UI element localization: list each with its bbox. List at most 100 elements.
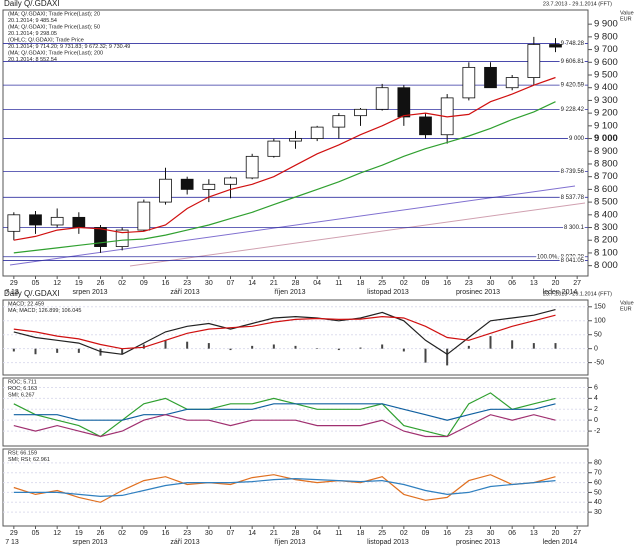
x-tick-label: 16: [162, 530, 170, 537]
month-label: listopad 2013: [367, 289, 409, 296]
panel-title: Daily Q/.GDAXI: [4, 0, 60, 8]
x-tick-label: 12: [53, 280, 61, 287]
x-tick-label: 02: [118, 280, 126, 287]
x-tick-label: 02: [400, 530, 408, 537]
axis-unit: Value: [620, 300, 634, 306]
histogram-bar: [337, 348, 340, 351]
legend-entry: 20.1.2014; 8 552.54: [8, 57, 57, 63]
y-tick-label: 8 900: [594, 146, 618, 157]
level-label: 9 606.81: [561, 59, 585, 65]
legend-entry: SMI; RSI; 62.961: [8, 457, 50, 463]
month-label: říjen 2013: [274, 289, 305, 296]
candle-body: [180, 178, 194, 190]
y-tick-label: 8 800: [594, 158, 618, 169]
histogram-bar: [56, 348, 59, 353]
candle-body: [375, 87, 389, 110]
candle-body: [224, 177, 237, 185]
candle-body: [29, 214, 42, 226]
x-tick-label: 06: [508, 530, 516, 537]
histogram-bar: [77, 348, 80, 353]
y-tick-label: 9 700: [594, 44, 618, 55]
y-tick-label: 30: [594, 509, 602, 516]
x-tick-label: 07: [227, 280, 235, 287]
x-tick-label: 18: [357, 530, 365, 537]
x-tick-label: 25: [378, 530, 386, 537]
histogram-bar: [121, 348, 124, 355]
candle-body: [354, 108, 367, 117]
x-tick-label: 20: [552, 280, 560, 287]
level-label: 9 420.59: [561, 83, 585, 89]
y-tick-label: -2: [594, 428, 600, 435]
y-tick-label: 0: [594, 417, 598, 424]
roc-panel: [2, 377, 589, 447]
axis-currency: EUR: [620, 306, 632, 312]
histogram-bar: [34, 348, 37, 355]
x-tick-label: 30: [205, 280, 213, 287]
y-tick-label: 8 000: [594, 260, 618, 271]
level-label: 9 228.42: [561, 107, 585, 113]
y-tick-label: 9 900: [594, 19, 618, 30]
histogram-bar: [554, 343, 557, 349]
x-tick-label: 23: [465, 280, 473, 287]
histogram-bar: [446, 348, 449, 366]
x-tick-label: 30: [205, 530, 213, 537]
y-tick-label: 9 100: [594, 120, 618, 131]
histogram-bar: [142, 344, 145, 349]
month-label: 7 13: [5, 289, 19, 296]
month-label: 7 13: [5, 539, 19, 546]
legend-entry: (MA; Q/.GDAXI; Trade Price(Last); 200: [8, 50, 103, 56]
month-label: říjen 2013: [274, 539, 305, 546]
histogram-bar: [424, 348, 427, 363]
x-tick-label: 21: [270, 280, 278, 287]
level-label: 100.0%, 8 070.28: [537, 254, 585, 260]
x-tick-label: 12: [53, 530, 61, 537]
series-line: [13, 414, 556, 438]
x-tick-label: 23: [183, 530, 191, 537]
y-tick-label: 80: [594, 460, 602, 467]
legend-entry: MACD; 22.459: [8, 301, 44, 307]
legend-entry: ROC; 5.711: [8, 379, 37, 385]
candle-body: [159, 178, 172, 203]
x-tick-label: 09: [140, 530, 148, 537]
series-line: [13, 314, 556, 350]
candle-body: [289, 138, 302, 142]
x-tick-label: 20: [552, 530, 560, 537]
x-tick-label: 11: [335, 280, 342, 287]
y-tick-label: 8 500: [594, 197, 618, 208]
candle-body: [115, 229, 129, 247]
y-tick-label: 9 400: [594, 82, 618, 93]
legend-entry: RSI; 66.159: [8, 450, 37, 456]
x-tick-label: 02: [118, 530, 126, 537]
histogram-bar: [186, 341, 189, 349]
x-tick-label: 16: [443, 280, 451, 287]
x-tick-label: 18: [357, 280, 365, 287]
x-tick-label: 02: [400, 280, 408, 287]
histogram-bar: [467, 345, 470, 349]
y-tick-label: 9 500: [594, 70, 618, 81]
candle-body: [245, 155, 259, 179]
y-tick-label: 8 100: [594, 247, 618, 258]
y-tick-label: 8 400: [594, 209, 618, 220]
histogram-bar: [229, 348, 232, 351]
x-tick-label: 29: [10, 530, 18, 537]
legend-entry: 20.1.2014; 9 714.20; 9 731.83; 9 672.32;…: [8, 44, 130, 50]
x-tick-label: 09: [422, 530, 430, 537]
y-tick-label: 40: [594, 499, 602, 506]
histogram-bar: [381, 344, 384, 349]
candle-body: [397, 87, 411, 118]
x-tick-label: 29: [10, 280, 18, 287]
candle-body: [310, 126, 324, 139]
x-tick-label: 21: [270, 530, 278, 537]
month-label: leden 2014: [543, 539, 578, 546]
y-tick-label: 0: [594, 346, 598, 353]
x-tick-label: 13: [530, 280, 538, 287]
x-tick-label: 11: [335, 530, 342, 537]
x-tick-label: 25: [378, 280, 386, 287]
date-range: 23.7.2013 - 29.1.2014 (FFT): [543, 1, 612, 7]
candle-body: [505, 77, 519, 89]
legend-entry: 20.1.2014; 9 485.54: [8, 18, 57, 24]
legend-entry: (MA; Q/.GDAXI; Trade Price(Last); 50: [8, 24, 100, 30]
y-tick-label: -50: [594, 359, 604, 366]
legend-entry: ROC; 6.163: [8, 386, 37, 392]
